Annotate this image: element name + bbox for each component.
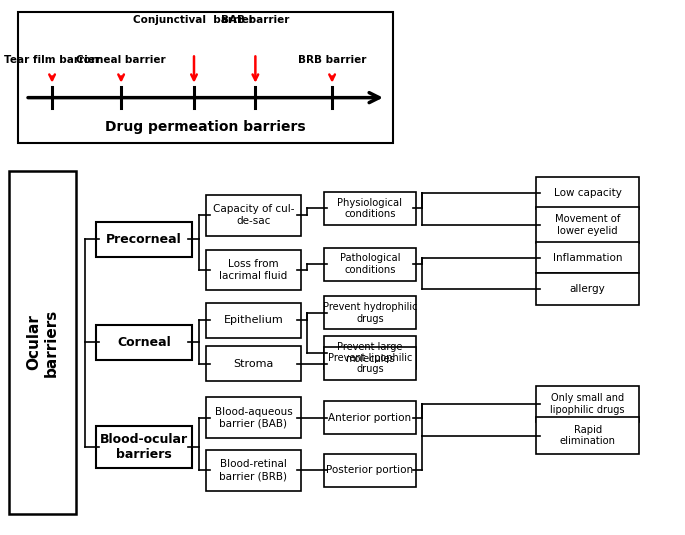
Text: Blood-aqueous
barrier (BAB): Blood-aqueous barrier (BAB) [214, 407, 292, 429]
Text: BAB barrier: BAB barrier [221, 15, 290, 25]
FancyBboxPatch shape [324, 401, 416, 434]
Text: BRB barrier: BRB barrier [298, 55, 366, 65]
FancyBboxPatch shape [96, 325, 192, 360]
FancyBboxPatch shape [206, 398, 301, 438]
FancyBboxPatch shape [206, 195, 301, 235]
FancyBboxPatch shape [206, 250, 301, 290]
Text: Pathological
conditions: Pathological conditions [340, 254, 400, 275]
Text: Drug permeation barriers: Drug permeation barriers [105, 120, 306, 134]
Text: Only small and
lipophilic drugs: Only small and lipophilic drugs [551, 393, 625, 415]
Text: Blood-ocular
barriers: Blood-ocular barriers [100, 433, 188, 461]
FancyBboxPatch shape [536, 273, 639, 305]
Text: Capacity of cul-
de-sac: Capacity of cul- de-sac [213, 204, 294, 226]
Text: Conjunctival  barrier: Conjunctival barrier [134, 15, 255, 25]
Text: Epithelium: Epithelium [223, 316, 284, 325]
FancyBboxPatch shape [324, 454, 416, 487]
FancyBboxPatch shape [96, 222, 192, 256]
FancyBboxPatch shape [536, 207, 639, 243]
Text: Prevent large
molecules: Prevent large molecules [337, 342, 403, 364]
FancyBboxPatch shape [536, 417, 639, 454]
FancyBboxPatch shape [536, 242, 639, 273]
Text: Prevent lipophilic
drugs: Prevent lipophilic drugs [327, 353, 412, 374]
FancyBboxPatch shape [96, 426, 192, 468]
Text: Loss from
lacrimal fluid: Loss from lacrimal fluid [219, 259, 288, 281]
Text: Ocular
barriers: Ocular barriers [26, 308, 59, 377]
Text: Precorneal: Precorneal [106, 233, 182, 246]
Text: Blood-retinal
barrier (BRB): Blood-retinal barrier (BRB) [219, 460, 288, 481]
FancyBboxPatch shape [536, 177, 639, 209]
Text: Inflammation: Inflammation [553, 253, 623, 263]
FancyBboxPatch shape [324, 296, 416, 329]
Text: Movement of
lower eyelid: Movement of lower eyelid [555, 214, 621, 236]
Text: Low capacity: Low capacity [553, 188, 622, 198]
Text: Physiological
conditions: Physiological conditions [338, 197, 402, 219]
FancyBboxPatch shape [18, 12, 393, 143]
FancyBboxPatch shape [324, 337, 416, 369]
Text: Rapid
elimination: Rapid elimination [560, 425, 616, 446]
Text: Anterior portion: Anterior portion [328, 412, 412, 423]
Text: Posterior portion: Posterior portion [326, 465, 414, 475]
FancyBboxPatch shape [324, 192, 416, 225]
FancyBboxPatch shape [324, 347, 416, 380]
Text: Corneal: Corneal [117, 336, 171, 349]
FancyBboxPatch shape [9, 171, 76, 514]
FancyBboxPatch shape [206, 303, 301, 338]
FancyBboxPatch shape [324, 248, 416, 280]
Text: Prevent hydrophilic
drugs: Prevent hydrophilic drugs [323, 302, 417, 324]
FancyBboxPatch shape [536, 386, 639, 422]
FancyBboxPatch shape [206, 346, 301, 381]
Text: Stroma: Stroma [234, 358, 273, 369]
Text: allergy: allergy [570, 284, 606, 294]
Text: Tear film barrier: Tear film barrier [4, 55, 100, 65]
Text: Corneal barrier: Corneal barrier [76, 55, 166, 65]
FancyBboxPatch shape [206, 450, 301, 491]
